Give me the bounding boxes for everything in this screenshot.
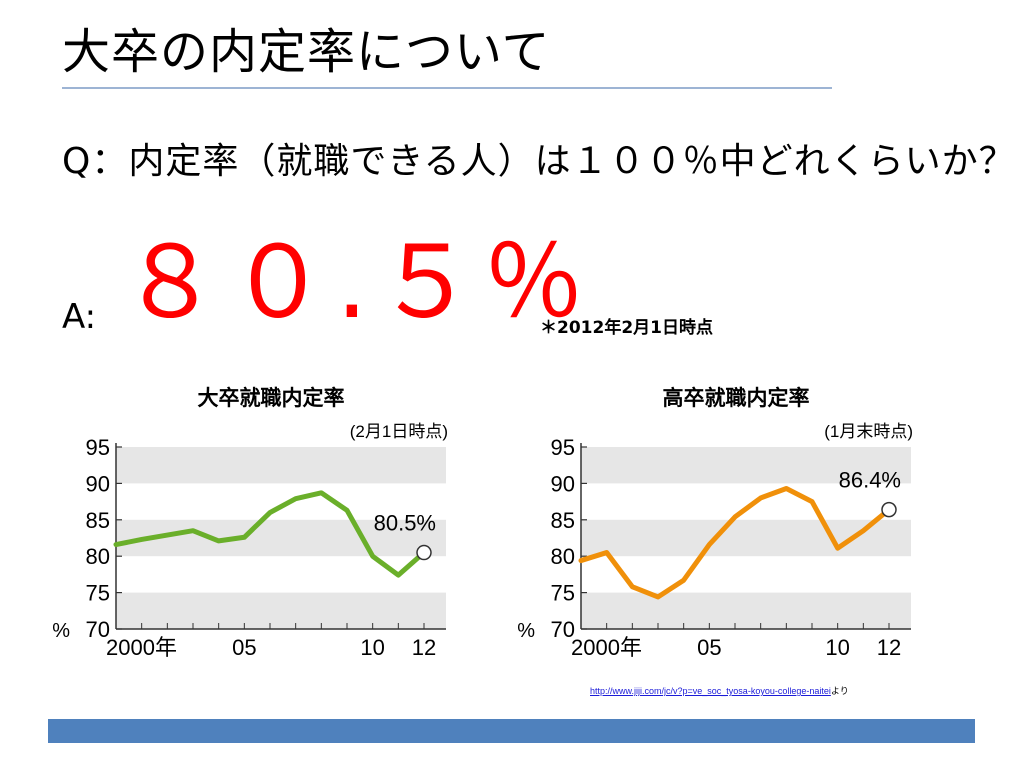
- chart-1-xtick-label-0: 2000年: [571, 635, 642, 660]
- chart-1-point-11: [862, 530, 864, 532]
- chart-1-band-2: [581, 447, 911, 484]
- chart-1-point-4: [683, 579, 685, 581]
- chart-0-point-8: [320, 492, 322, 494]
- chart-0-point-4: [218, 540, 220, 542]
- chart-1-point-7: [760, 497, 762, 499]
- chart-0-point-2: [166, 534, 168, 536]
- chart-1-ytick-label-3: 80: [551, 544, 575, 569]
- chart-0-ytick-label-5: 70: [86, 617, 110, 642]
- chart-1-ytick-label-2: 85: [551, 508, 575, 533]
- chart-1-ytick-label-0: 95: [551, 435, 575, 460]
- chart-0-ytick-label-2: 85: [86, 508, 110, 533]
- chart-0-point-3: [192, 530, 194, 532]
- chart-1-subtitle: (1月末時点): [824, 422, 913, 441]
- source-credit: http://www.jiji.com/jc/v?p=ve_soc_tyosa-…: [590, 684, 849, 697]
- slide-title: 大卒の内定率について: [62, 24, 551, 80]
- chart-1-band-0: [581, 592, 911, 629]
- chart-1-title: 高卒就職内定率: [663, 386, 810, 410]
- chart-1-point-8: [785, 487, 787, 489]
- chart-1-point-6: [734, 516, 736, 518]
- chart-1-ytick-label-4: 75: [551, 581, 575, 606]
- chart-0-annotation: 80.5%: [374, 511, 436, 536]
- chart-1-ytick-label-1: 90: [551, 471, 575, 496]
- chart-high-school: 高卒就職内定率 (1月末時点) 95 90 85 80 75 70% 2000年 05 10 12 86…: [517, 386, 913, 660]
- chart-0-title: 大卒就職内定率: [198, 386, 345, 410]
- chart-1-xtick-label-3: 12: [877, 635, 901, 660]
- source-suffix: より: [830, 686, 849, 696]
- chart-0-point-5: [243, 536, 245, 538]
- answer-value: ８０.５％: [120, 224, 592, 341]
- chart-1-point-9: [811, 501, 813, 503]
- chart-1-point-2: [631, 586, 633, 588]
- chart-university: 大卒就職内定率 (2月1日時点) 95 90 85 80 75 70% 2000年 05 10 12 8…: [52, 386, 448, 660]
- chart-1-point-1: [606, 552, 608, 554]
- chart-0-point-6: [269, 512, 271, 514]
- chart-0-ytick-label-1: 90: [86, 471, 110, 496]
- chart-1-point-12: [881, 501, 897, 518]
- chart-0-point-11: [397, 574, 399, 576]
- chart-1-point-10: [837, 547, 839, 549]
- chart-0-xtick-label-0: 2000年: [106, 635, 177, 660]
- chart-0-ytick-label-0: 95: [86, 435, 110, 460]
- chart-0-point-12: [416, 544, 432, 561]
- chart-0-xtick-label-1: 05: [232, 635, 256, 660]
- source-link[interactable]: http://www.jiji.com/jc/v?p=ve_soc_tyosa-…: [590, 686, 831, 696]
- chart-0-ytick-label-4: 75: [86, 581, 110, 606]
- answer-note: ＊2012年2月1日時点: [540, 318, 713, 338]
- chart-0-band-1: [116, 519, 446, 557]
- chart-0-point-7: [295, 498, 297, 500]
- chart-1-ylabel: %: [517, 620, 535, 642]
- chart-0-band-0: [116, 592, 446, 629]
- footer-bar: [48, 719, 975, 743]
- chart-0-band-2: [116, 447, 446, 484]
- chart-0-point-10: [372, 555, 374, 557]
- question-text: Q：内定率（就職できる人）は１００％中どれくらいか？: [62, 141, 1016, 182]
- chart-1-point-3: [657, 596, 659, 598]
- chart-0-xtick-label-2: 10: [360, 635, 384, 660]
- chart-0-ytick-label-3: 80: [86, 544, 110, 569]
- chart-0-point-9: [346, 509, 348, 511]
- chart-1-xtick-label-1: 05: [697, 635, 721, 660]
- chart-0-xtick-label-3: 12: [412, 635, 436, 660]
- title-divider: [62, 87, 832, 89]
- chart-0-point-1: [141, 538, 143, 540]
- chart-0-ylabel: %: [52, 620, 70, 642]
- chart-1-point-5: [708, 544, 710, 546]
- answer-prefix: A:: [62, 297, 97, 337]
- chart-1-point-0: [580, 560, 582, 562]
- chart-1-ytick-label-5: 70: [551, 617, 575, 642]
- chart-1-annotation: 86.4%: [839, 468, 901, 493]
- chart-1-xtick-label-2: 10: [825, 635, 849, 660]
- chart-0-subtitle: (2月1日時点): [350, 422, 448, 441]
- chart-1-band-1: [581, 519, 911, 557]
- chart-0-point-0: [115, 544, 117, 546]
